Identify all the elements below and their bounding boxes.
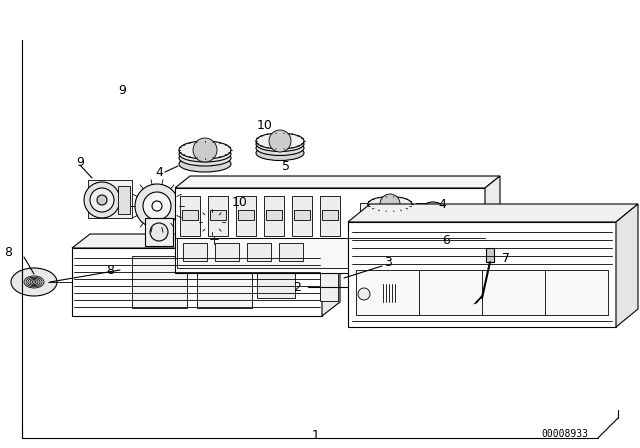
Text: 10: 10 (232, 195, 248, 208)
Ellipse shape (368, 207, 412, 221)
Bar (360, 203, 382, 221)
Ellipse shape (256, 137, 304, 151)
Polygon shape (616, 204, 638, 327)
Circle shape (152, 201, 162, 211)
Ellipse shape (368, 197, 412, 211)
Bar (294, 210, 310, 220)
Text: 00008933: 00008933 (541, 429, 589, 439)
Circle shape (90, 188, 114, 212)
Text: 6: 6 (442, 233, 450, 246)
Text: 9: 9 (76, 155, 84, 168)
Circle shape (365, 206, 377, 218)
Circle shape (193, 138, 217, 162)
Circle shape (424, 209, 442, 227)
Circle shape (417, 202, 449, 234)
Bar (320, 196, 340, 236)
Circle shape (84, 182, 120, 218)
Bar (132, 256, 187, 308)
Bar (197, 256, 252, 308)
Ellipse shape (368, 200, 412, 214)
Bar (72, 248, 322, 316)
Circle shape (380, 194, 400, 214)
Bar (257, 266, 295, 298)
Bar (238, 210, 254, 220)
Ellipse shape (32, 281, 36, 283)
Circle shape (425, 243, 435, 253)
Text: 8: 8 (4, 246, 12, 258)
Text: 2: 2 (293, 280, 301, 293)
Text: 9: 9 (118, 83, 126, 96)
Bar (320, 263, 338, 301)
Bar (208, 196, 228, 236)
Text: 5: 5 (282, 159, 290, 172)
Text: 3: 3 (384, 255, 392, 268)
Circle shape (150, 223, 168, 241)
Ellipse shape (179, 156, 231, 172)
Bar (416, 203, 438, 221)
Ellipse shape (256, 133, 304, 149)
Polygon shape (322, 234, 340, 316)
Text: 4: 4 (155, 165, 163, 178)
Bar (118, 186, 130, 214)
Ellipse shape (179, 146, 231, 162)
Polygon shape (485, 176, 500, 273)
Text: 1: 1 (312, 428, 320, 441)
Circle shape (143, 192, 171, 220)
Ellipse shape (368, 203, 412, 217)
Bar (279, 243, 303, 261)
Polygon shape (72, 234, 340, 248)
Bar (266, 210, 282, 220)
Bar (486, 248, 494, 262)
Ellipse shape (256, 146, 304, 160)
Text: 8: 8 (106, 263, 114, 276)
Bar (88, 180, 132, 218)
Circle shape (430, 215, 436, 221)
Bar (180, 196, 200, 236)
Bar (182, 210, 198, 220)
Bar (348, 222, 616, 327)
Text: 10: 10 (257, 119, 273, 132)
Bar (247, 243, 271, 261)
Circle shape (202, 212, 222, 232)
Circle shape (207, 217, 217, 227)
Polygon shape (175, 176, 500, 188)
Bar (145, 218, 173, 246)
Bar (175, 188, 485, 273)
Circle shape (97, 195, 107, 205)
Circle shape (393, 206, 405, 218)
Bar (236, 196, 256, 236)
Bar (356, 270, 608, 315)
Bar (292, 196, 312, 236)
Bar (322, 210, 338, 220)
Circle shape (135, 184, 179, 228)
Circle shape (269, 130, 291, 152)
Bar (215, 243, 239, 261)
Bar (264, 196, 284, 236)
Circle shape (358, 288, 370, 300)
Ellipse shape (179, 150, 231, 166)
Ellipse shape (256, 141, 304, 155)
Ellipse shape (11, 268, 57, 296)
Circle shape (421, 206, 433, 218)
Bar (177, 238, 483, 268)
Bar (210, 210, 226, 220)
Ellipse shape (179, 141, 231, 159)
Polygon shape (348, 204, 638, 222)
Bar (183, 243, 207, 261)
Text: 7: 7 (502, 251, 510, 264)
Text: 4: 4 (438, 198, 446, 211)
Bar (388, 203, 410, 221)
